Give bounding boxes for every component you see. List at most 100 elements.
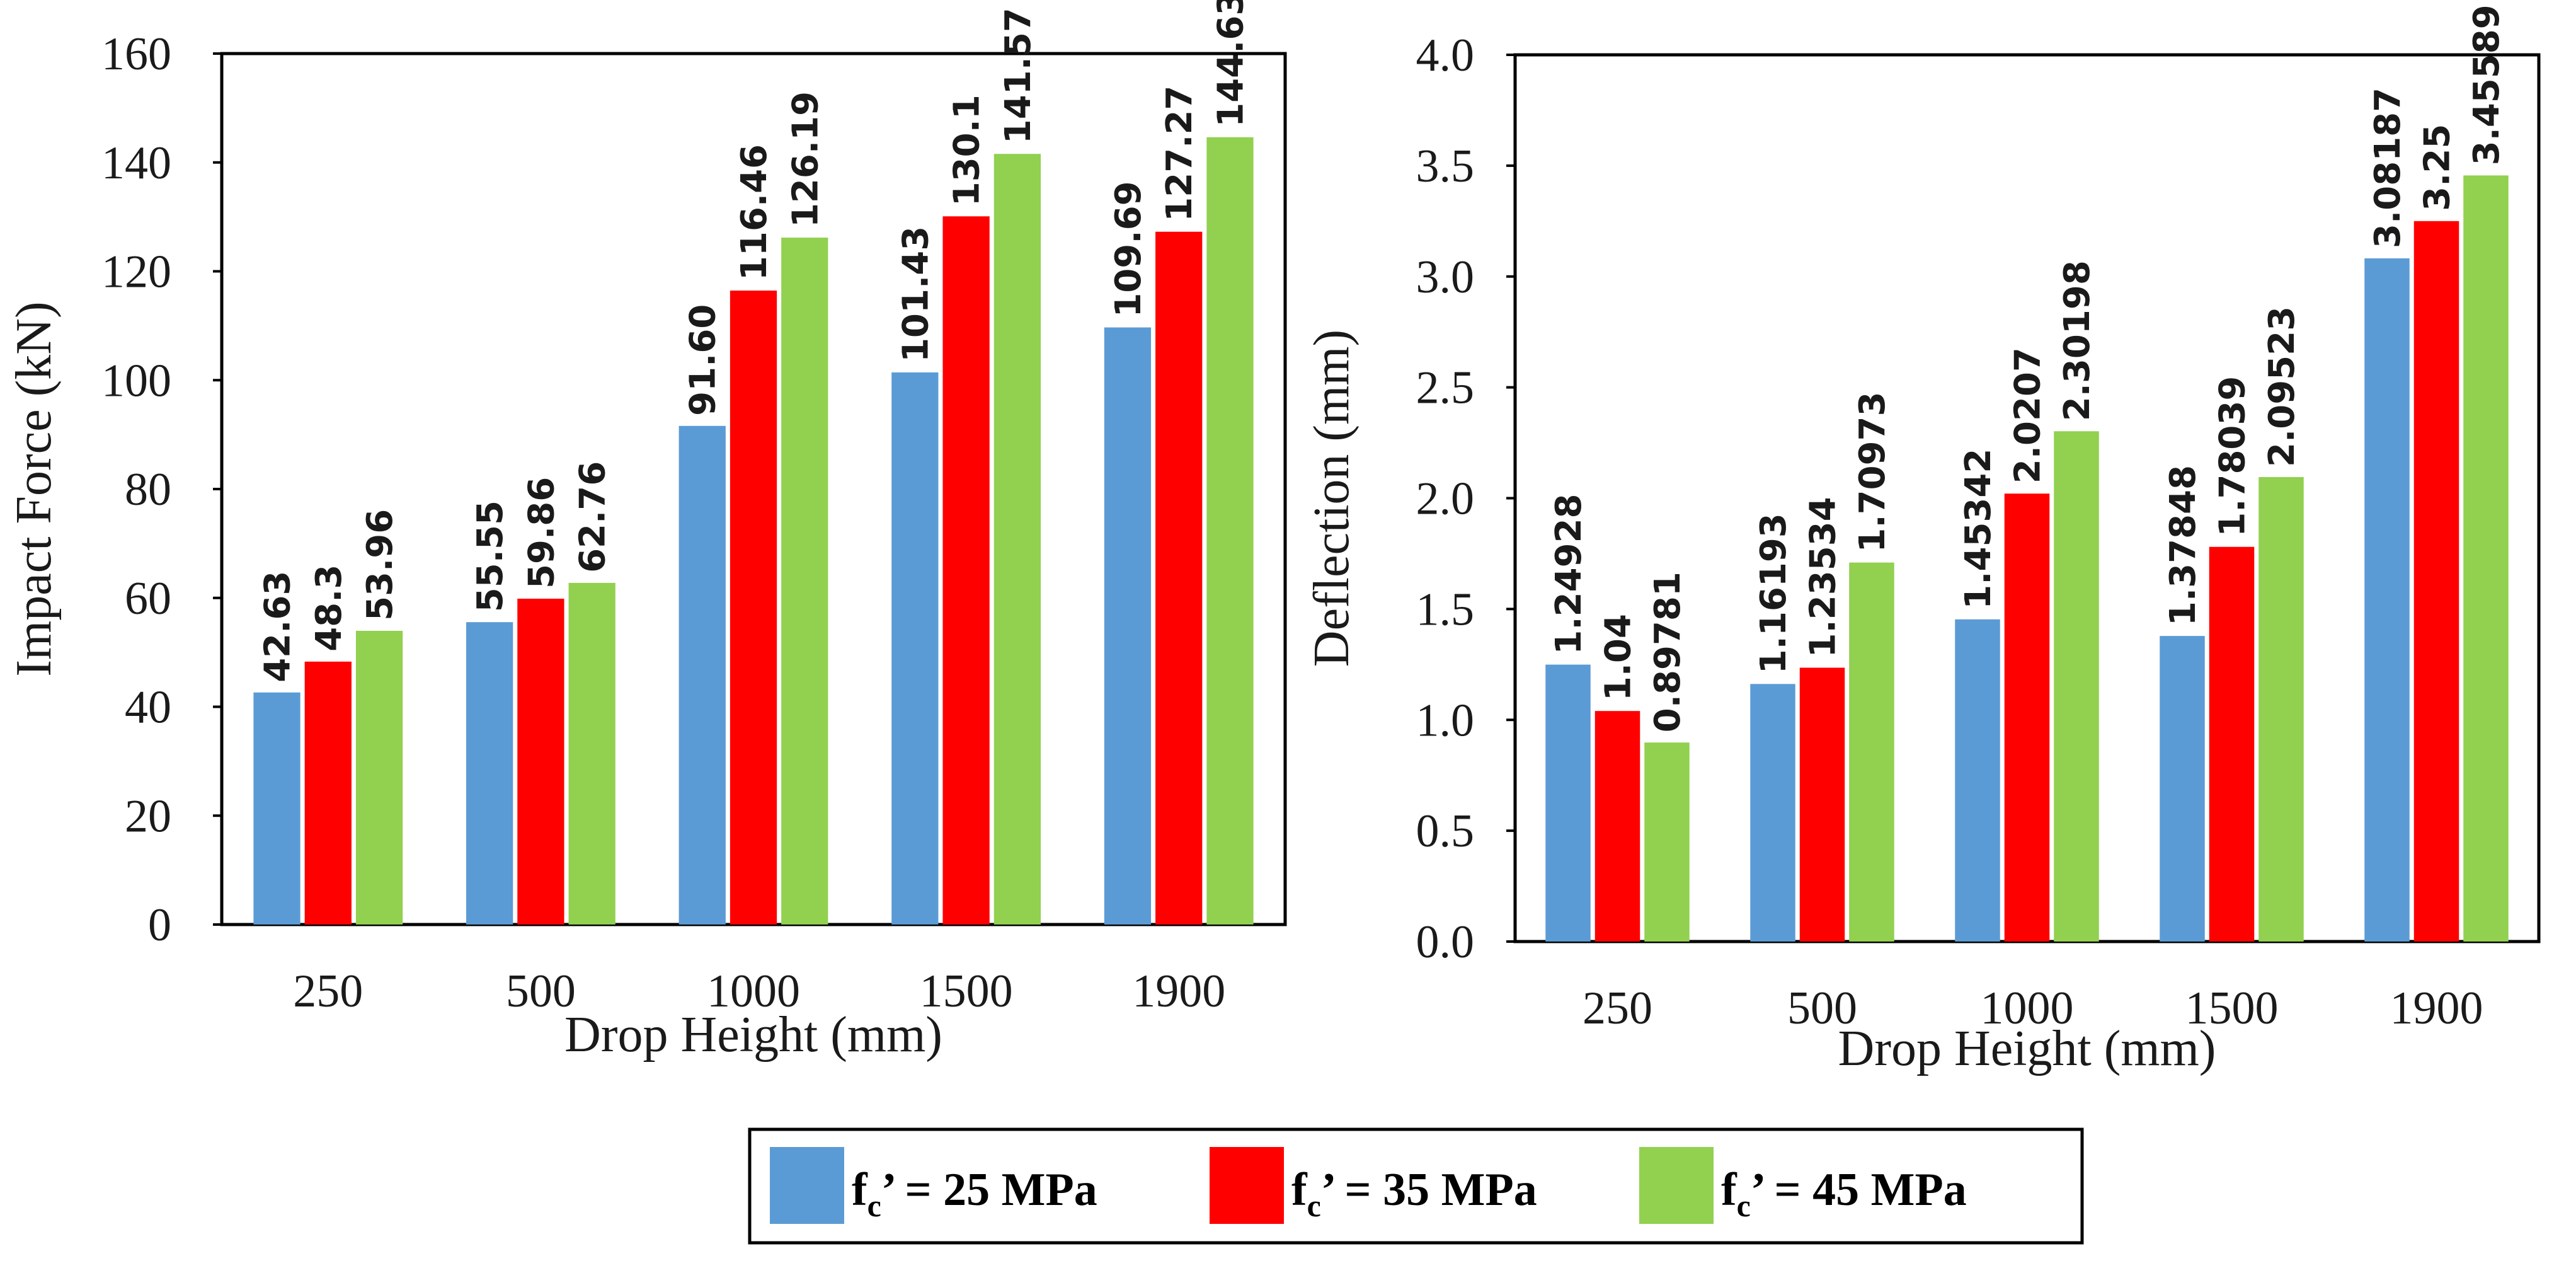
deflection-x-axis-title: Drop Height (mm) [1838, 1021, 2216, 1076]
deflection-data-label: 1.78039 [2212, 376, 2253, 537]
force-y-tick-label: 0 [148, 899, 171, 951]
deflection-y-tick-label: 1.5 [1416, 584, 1475, 635]
force-data-label: 109.69 [1108, 181, 1149, 317]
force-y-tick-label: 160 [101, 28, 171, 80]
force-bar [993, 154, 1041, 925]
force-bar [304, 661, 352, 925]
force-data-label: 62.76 [573, 461, 614, 573]
deflection-y-tick-label: 2.5 [1416, 362, 1475, 414]
legend-label: fc’ = 45 MPa [1721, 1164, 1967, 1223]
force-bar [678, 425, 726, 925]
deflection-bar [2004, 493, 2050, 942]
force-data-label: 59.86 [521, 477, 562, 589]
deflection-bar [2209, 546, 2255, 942]
force-data-label: 101.43 [895, 226, 936, 362]
deflection-data-label: 1.45342 [1958, 449, 1999, 609]
force-data-label: 130.1 [947, 95, 988, 206]
force-bar [466, 622, 513, 925]
force-data-label: 116.46 [734, 144, 775, 280]
deflection-bar [1644, 742, 1690, 942]
deflection-bar [1594, 711, 1640, 942]
deflection-y-tick-label: 4.0 [1416, 30, 1475, 81]
force-bar [355, 630, 403, 925]
deflection-data-label: 0.89781 [1647, 572, 1688, 732]
deflection-y-tick-label: 0.0 [1416, 916, 1475, 968]
force-x-tick-label: 500 [506, 965, 576, 1017]
deflection-y-tick-label: 3.0 [1416, 251, 1475, 303]
deflection-data-label: 2.30198 [2057, 260, 2098, 421]
force-data-label: 48.3 [309, 565, 350, 652]
deflection-x-tick-label: 500 [1787, 983, 1857, 1034]
force-bar [891, 372, 939, 925]
deflection-bar [1955, 619, 2000, 942]
force-data-label: 91.60 [683, 304, 724, 416]
deflection-data-label: 3.25 [2417, 124, 2458, 211]
force-bar [942, 216, 990, 925]
legend-swatch [770, 1147, 844, 1224]
deflection-data-label: 3.08187 [2367, 88, 2408, 248]
impact-force-chart: 0 20 40 60 80 100 120 140 160 Impact Force (kN) 25… [6, 0, 1287, 1063]
deflection-data-label: 1.70973 [1852, 392, 1893, 553]
deflection-x-tick-label: 250 [1583, 983, 1652, 1034]
deflection-y-tick-label: 2.0 [1416, 473, 1475, 525]
force-data-label: 127.27 [1159, 86, 1200, 222]
deflection-bar [2160, 636, 2205, 942]
deflection-bar [1750, 684, 1795, 942]
force-bar [1104, 327, 1152, 925]
force-data-label: 126.19 [785, 91, 826, 228]
force-data-label: 55.55 [470, 500, 511, 612]
force-bar [517, 598, 564, 925]
force-y-tick-label: 120 [101, 246, 171, 298]
deflection-bar [2413, 221, 2459, 942]
legend-box [748, 1127, 2084, 1245]
deflection-chart: 0.0 0.5 1.0 1.5 2.0 2.5 3.0 3.5 4.0 Deflection (m… [1304, 4, 2541, 1076]
force-y-tick-label: 80 [125, 464, 171, 516]
deflection-bar [1799, 667, 1845, 942]
force-data-label: 141.57 [998, 8, 1039, 144]
deflection-data-label: 2.0207 [2008, 347, 2049, 483]
deflection-y-tick-label: 1.0 [1416, 695, 1475, 746]
force-data-label: 144.63 [1210, 0, 1251, 127]
legend-label: fc’ = 25 MPa [852, 1164, 1097, 1223]
deflection-y-tick-label: 3.5 [1416, 141, 1475, 192]
force-y-tick-label: 60 [125, 573, 171, 625]
deflection-x-tick-label: 1000 [1981, 983, 2074, 1034]
deflection-y-tick-label: 0.5 [1416, 805, 1475, 857]
deflection-data-label: 1.23534 [1803, 497, 1844, 657]
deflection-data-label: 1.37848 [2163, 465, 2204, 626]
deflection-data-label: 2.09523 [2262, 306, 2303, 467]
force-x-tick-label: 1500 [920, 965, 1013, 1017]
deflection-data-label: 1.04 [1598, 614, 1639, 701]
force-y-tick-label: 100 [101, 355, 171, 406]
legend-swatch [1210, 1147, 1284, 1224]
force-x-tick-label: 250 [293, 965, 363, 1017]
force-y-tick-label: 40 [125, 682, 171, 734]
force-data-label: 42.63 [258, 571, 299, 683]
force-x-tick-label: 1000 [707, 965, 800, 1017]
force-bar [730, 291, 777, 925]
deflection-x-tick-label: 1500 [2185, 983, 2279, 1034]
legend: fc’ = 25 MPa fc’ = 35 MPa fc’ = 45 MPa [748, 1127, 2084, 1245]
deflection-data-label: 3.45589 [2466, 4, 2507, 165]
deflection-bar [2054, 431, 2099, 942]
force-y-tick-label: 140 [101, 137, 171, 189]
deflection-data-label: 1.24928 [1548, 494, 1589, 655]
deflection-bar [2463, 175, 2509, 942]
force-data-label: 53.96 [360, 509, 401, 621]
deflection-x-tick-label: 1900 [2390, 983, 2483, 1034]
force-y-axis-title: Impact Force (kN) [6, 301, 62, 676]
force-bar [781, 238, 828, 925]
force-x-axis-title: Drop Height (mm) [564, 1007, 942, 1063]
force-y-tick-label: 20 [125, 790, 171, 842]
force-bar [1206, 137, 1254, 925]
deflection-data-label: 1.16193 [1753, 513, 1794, 674]
deflection-bar [2364, 258, 2410, 942]
force-bar [1155, 231, 1203, 925]
legend-swatch [1639, 1147, 1714, 1224]
deflection-y-axis-title: Deflection (mm) [1304, 330, 1360, 667]
deflection-bar [2258, 477, 2304, 942]
force-x-tick-label: 1900 [1132, 965, 1225, 1017]
legend-label: fc’ = 35 MPa [1291, 1164, 1537, 1223]
deflection-bar [1849, 562, 1894, 942]
